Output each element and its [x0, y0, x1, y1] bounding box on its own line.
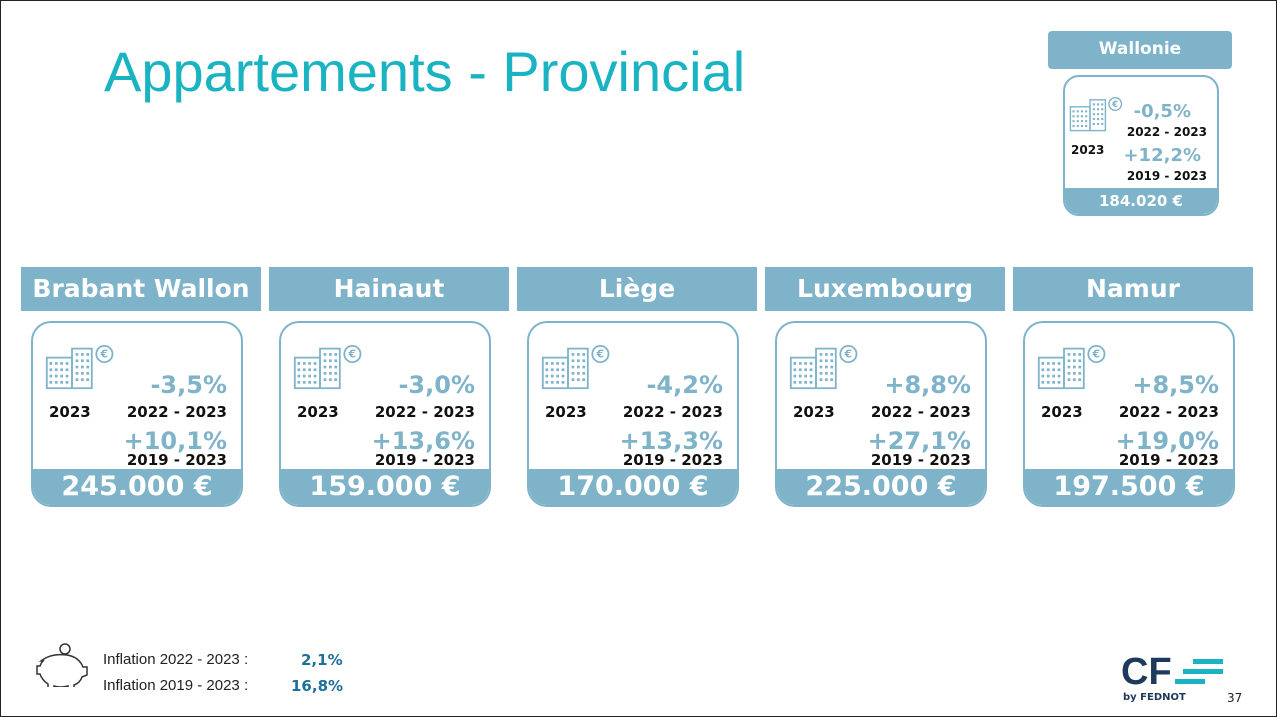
- period-long: 2019 - 2023: [374, 451, 475, 469]
- year: 2023: [297, 403, 339, 421]
- change-short: -3,0%: [398, 371, 475, 399]
- svg-text:€: €: [844, 348, 853, 361]
- building-icon: €: [789, 345, 858, 390]
- province-card: € +8,8% 2023 2022 - 2023 +27,1% 2019 - 2023 22…: [775, 321, 987, 507]
- svg-text:€: €: [596, 348, 605, 361]
- change-short: -0,5%: [1133, 101, 1191, 122]
- period-short: 2022 - 2023: [1118, 403, 1219, 421]
- building-icon: €: [541, 345, 610, 390]
- year: 2023: [49, 403, 91, 421]
- change-short: +8,8%: [884, 371, 971, 399]
- province-header: Namur: [1013, 267, 1253, 311]
- province-card: € -3,5% 2023 2022 - 2023 +10,1% 2019 - 2023 24…: [31, 321, 243, 507]
- province-header: Brabant Wallon: [21, 267, 261, 311]
- province-card: € -3,0% 2023 2022 - 2023 +13,6% 2019 - 2023 15…: [279, 321, 491, 507]
- logo-mark: CF: [1121, 651, 1172, 693]
- change-long: +13,6%: [371, 427, 475, 455]
- building-icon: €: [1037, 345, 1106, 390]
- province-card: € +8,5% 2023 2022 - 2023 +19,0% 2019 - 2023 19…: [1023, 321, 1235, 507]
- inflation-value: 2,1%: [301, 651, 343, 669]
- price: 245.000 €: [33, 469, 241, 505]
- period-short: 2022 - 2023: [1126, 125, 1207, 139]
- change-short: -4,2%: [646, 371, 723, 399]
- region-card: € -0,5% 2022 - 2023 2023 +12,2% 2019 - 2023 18…: [1063, 75, 1219, 216]
- province-card: € -4,2% 2023 2022 - 2023 +13,3% 2019 - 2023 17…: [527, 321, 739, 507]
- year: 2023: [1071, 143, 1105, 157]
- building-icon: €: [293, 345, 362, 390]
- svg-text:€: €: [100, 348, 109, 361]
- piggy-icon: [36, 643, 88, 687]
- svg-text:€: €: [348, 348, 357, 361]
- change-long: +27,1%: [867, 427, 971, 455]
- logo-lines: [1175, 659, 1223, 684]
- price: 197.500 €: [1025, 469, 1233, 505]
- building-icon: €: [45, 345, 114, 390]
- change-long: +12,2%: [1123, 145, 1201, 166]
- change-short: +8,5%: [1132, 371, 1219, 399]
- inflation-label: Inflation 2019 - 2023 :: [103, 677, 249, 694]
- price: 184.020 €: [1065, 188, 1217, 214]
- period-short: 2022 - 2023: [374, 403, 475, 421]
- price: 159.000 €: [281, 469, 489, 505]
- logo-text: by FEDNOT: [1123, 692, 1186, 703]
- period-long: 2019 - 2023: [1118, 451, 1219, 469]
- change-long: +10,1%: [123, 427, 227, 455]
- region-header: Wallonie: [1048, 31, 1232, 69]
- period-short: 2022 - 2023: [622, 403, 723, 421]
- change-long: +13,3%: [619, 427, 723, 455]
- year: 2023: [1041, 403, 1083, 421]
- period-short: 2022 - 2023: [126, 403, 227, 421]
- inflation-label: Inflation 2022 - 2023 :: [103, 651, 249, 668]
- province-header: Luxembourg: [765, 267, 1005, 311]
- change-long: +19,0%: [1115, 427, 1219, 455]
- year: 2023: [545, 403, 587, 421]
- page-number: 37: [1227, 691, 1243, 705]
- svg-text:€: €: [1092, 348, 1101, 361]
- inflation-value: 16,8%: [291, 677, 344, 695]
- period-short: 2022 - 2023: [870, 403, 971, 421]
- price: 225.000 €: [777, 469, 985, 505]
- province-header: Hainaut: [269, 267, 509, 311]
- year: 2023: [793, 403, 835, 421]
- price: 170.000 €: [529, 469, 737, 505]
- period-long: 2019 - 2023: [126, 451, 227, 469]
- period-long: 2019 - 2023: [1126, 169, 1207, 183]
- province-header: Liège: [517, 267, 757, 311]
- period-long: 2019 - 2023: [622, 451, 723, 469]
- slide-title: Appartements - Provincial: [104, 40, 746, 103]
- period-long: 2019 - 2023: [870, 451, 971, 469]
- building-icon: €: [1069, 97, 1123, 132]
- svg-text:€: €: [1111, 99, 1118, 109]
- change-short: -3,5%: [150, 371, 227, 399]
